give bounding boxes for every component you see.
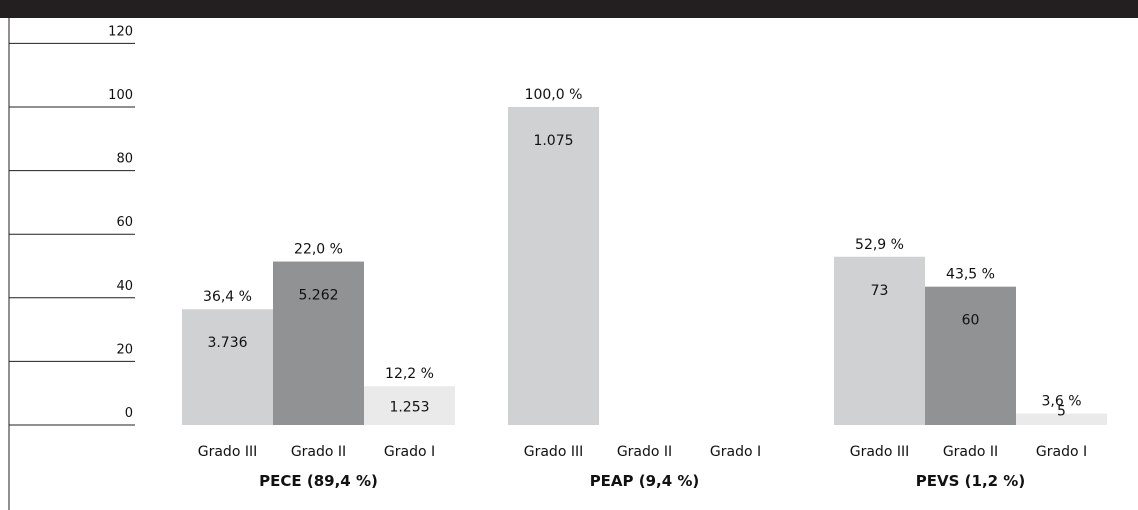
bar-pct-label: 36,4 % (203, 289, 252, 305)
bar-count-label: 60 (962, 313, 980, 329)
y-tick-label: 60 (116, 215, 133, 230)
y-tick-label: 120 (108, 24, 133, 39)
bar-pct-label: 43,5 % (946, 267, 995, 283)
bar (834, 256, 925, 425)
bar-series (182, 107, 1107, 425)
y-tick-label: 80 (116, 152, 133, 167)
bar (273, 261, 364, 425)
bar-count-label: 5 (1057, 404, 1066, 420)
header-band (0, 0, 1138, 18)
bar-pct-label: 22,0 % (294, 242, 343, 258)
category-label: Grado I (710, 444, 761, 460)
y-tick-label: 40 (116, 279, 133, 294)
y-tick-label: 20 (116, 342, 133, 357)
category-label: Grado II (291, 444, 346, 460)
y-tick-label: 0 (125, 406, 133, 421)
category-label: Grado I (384, 444, 435, 460)
bar (182, 309, 273, 425)
bar-count-label: 1.075 (533, 133, 573, 149)
bar-count-label: 73 (871, 283, 889, 299)
bar-pct-label: 100,0 % (525, 87, 583, 103)
bar (1016, 413, 1107, 425)
category-label: Grado II (617, 444, 672, 460)
bar-count-label: 5.262 (298, 288, 338, 304)
y-tick-label: 100 (108, 88, 133, 103)
category-label: Grado III (524, 444, 583, 460)
category-label: Grado I (1036, 444, 1087, 460)
bar (508, 107, 599, 425)
bar (364, 386, 455, 425)
bar-pct-label: 3,6 % (1041, 394, 1081, 410)
bar-pct-label: 52,9 % (855, 237, 904, 253)
bar-count-label: 3.736 (207, 335, 247, 351)
bar-pct-label: 12,2 % (385, 366, 434, 382)
category-label: Grado III (850, 444, 909, 460)
group-label: PEAP (9,4 %) (590, 472, 700, 490)
category-label: Grado II (943, 444, 998, 460)
category-label: Grado III (198, 444, 257, 460)
group-label: PEVS (1,2 %) (916, 472, 1025, 490)
chart-labels: 36,4 % 3.736 Grado III 22,0 % 5.262 Grado II 1… (198, 87, 1087, 490)
group-label: PECE (89,4 %) (259, 472, 378, 490)
y-axis-ticks: 0 20 40 60 80 100 120 (9, 24, 135, 426)
bar-count-label: 1.253 (389, 400, 429, 416)
bar (925, 286, 1016, 425)
